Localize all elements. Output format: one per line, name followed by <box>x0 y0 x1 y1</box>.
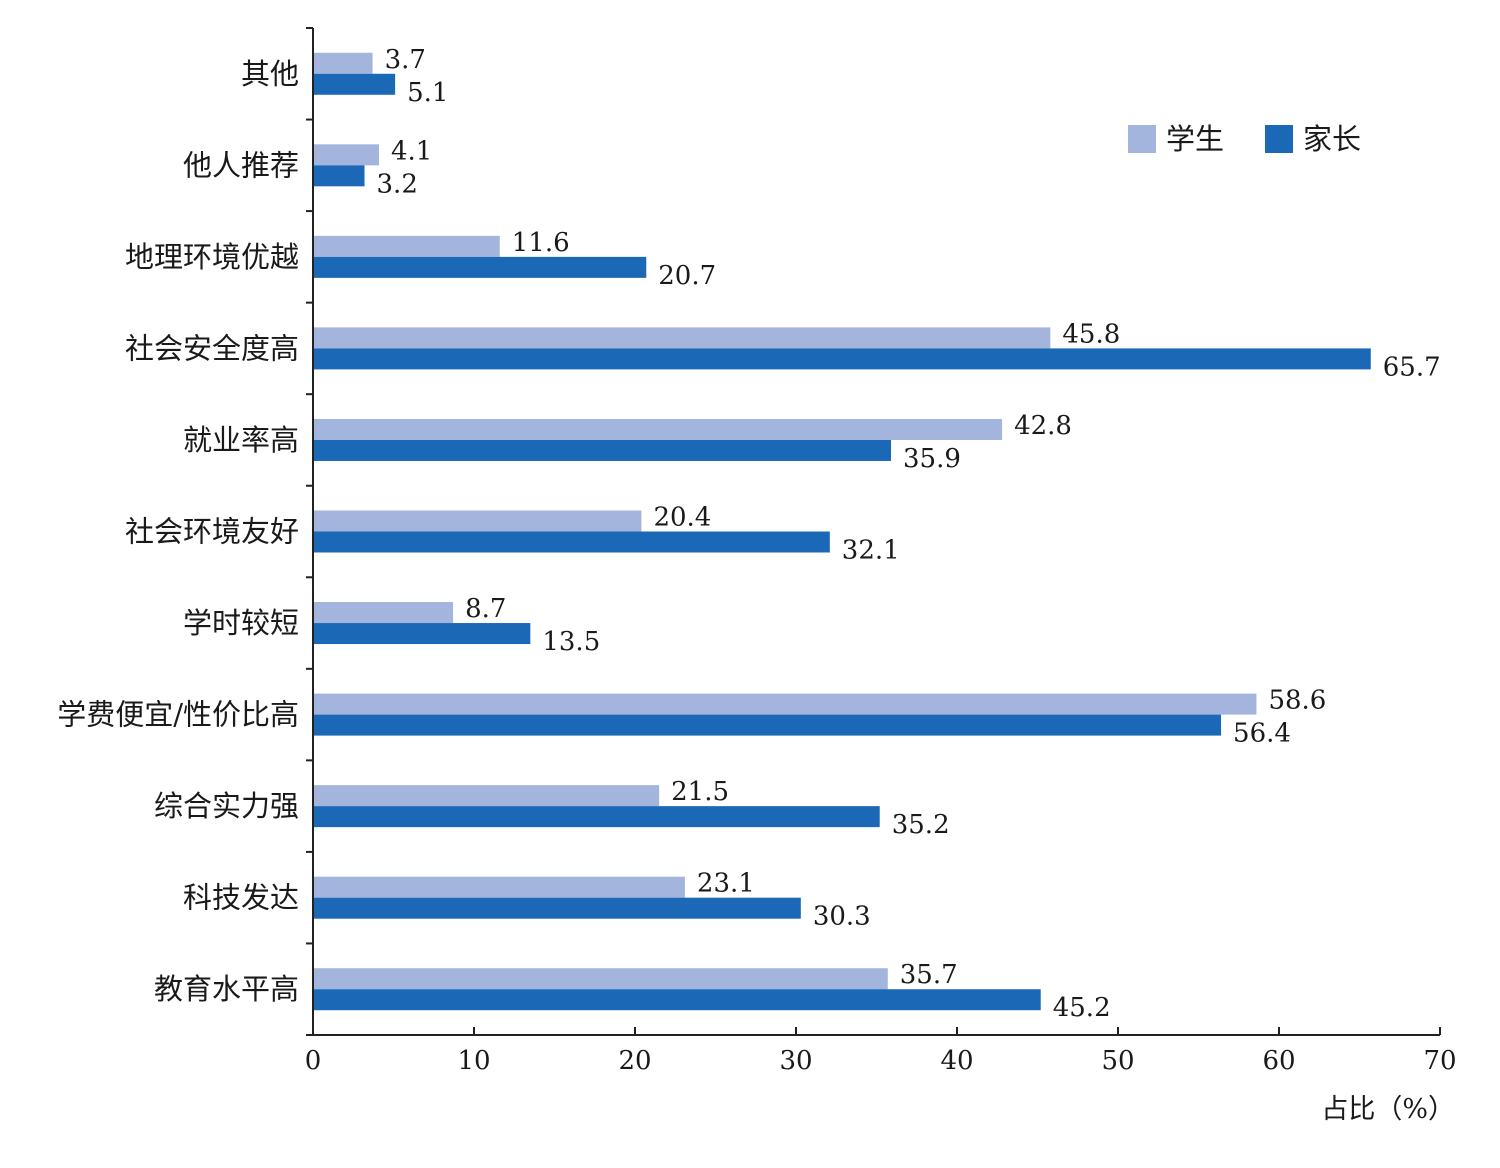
x-tick-label: 40 <box>940 1046 973 1076</box>
value-label-parent: 30.3 <box>813 902 871 932</box>
x-axis-title: 占比（%） <box>1321 1094 1455 1125</box>
value-label-parent: 5.1 <box>407 78 448 108</box>
value-label-student: 8.7 <box>465 594 506 624</box>
category-label: 科技发达 <box>183 881 299 915</box>
legend-swatch <box>1128 125 1156 153</box>
legend: 学生 家长 <box>1128 122 1361 156</box>
bar-student <box>313 235 500 257</box>
legend-label: 学生 <box>1166 122 1224 156</box>
value-label-student: 3.7 <box>385 45 426 75</box>
category-label: 其他 <box>241 57 299 91</box>
category-label: 他人推荐 <box>183 148 299 182</box>
value-label-student: 20.4 <box>653 503 711 533</box>
category-label: 综合实力强 <box>154 789 299 823</box>
legend-item-student: 学生 <box>1128 122 1224 156</box>
value-label-student: 4.1 <box>391 136 432 166</box>
bar-student <box>313 510 642 532</box>
value-label-student: 11.6 <box>512 228 570 258</box>
bar-student <box>313 602 454 624</box>
x-tick-label: 60 <box>1262 1046 1295 1076</box>
bar-parent <box>313 623 531 645</box>
x-tick-label: 50 <box>1101 1046 1134 1076</box>
legend-label: 家长 <box>1303 122 1361 156</box>
category-label: 社会安全度高 <box>125 331 299 365</box>
x-tick-label: 30 <box>779 1046 812 1076</box>
bar-student <box>313 52 373 74</box>
bar-parent <box>313 989 1041 1011</box>
value-label-parent: 45.2 <box>1053 993 1111 1023</box>
legend-swatch <box>1265 125 1293 153</box>
category-label: 教育水平高 <box>154 972 299 1006</box>
value-label-parent: 56.4 <box>1233 719 1291 749</box>
value-label-student: 58.6 <box>1268 686 1326 716</box>
value-label-parent: 32.1 <box>842 536 900 566</box>
value-label-parent: 35.2 <box>892 810 950 840</box>
labels-layer: 其他他人推荐地理环境优越社会安全度高就业率高社会环境友好学时较短学费便宜/性价比… <box>57 45 1456 1125</box>
bar-parent <box>313 165 365 187</box>
bar-student <box>313 327 1051 349</box>
x-tick-label: 70 <box>1423 1046 1456 1076</box>
value-label-student: 42.8 <box>1014 411 1072 441</box>
category-label: 社会环境友好 <box>125 515 299 549</box>
value-label-parent: 3.2 <box>377 169 418 199</box>
bar-student <box>313 968 888 990</box>
value-label-parent: 20.7 <box>658 261 716 291</box>
bar-parent <box>313 256 647 278</box>
bar-parent <box>313 897 801 919</box>
bar-parent <box>313 439 891 461</box>
category-label: 地理环境优越 <box>125 240 299 274</box>
value-label-student: 21.5 <box>671 777 729 807</box>
bar-student <box>313 785 660 807</box>
bar-student <box>313 144 380 166</box>
category-label: 学费便宜/性价比高 <box>57 698 299 732</box>
category-label: 就业率高 <box>183 423 299 457</box>
bar-parent <box>313 73 396 95</box>
bar-parent <box>313 348 1371 370</box>
value-label-parent: 35.9 <box>903 444 961 474</box>
value-label-student: 45.8 <box>1062 319 1120 349</box>
bar-student <box>313 693 1257 715</box>
bar-parent <box>313 531 830 553</box>
bar-parent <box>313 714 1222 736</box>
category-label: 学时较短 <box>183 606 299 640</box>
x-tick-label: 10 <box>457 1046 490 1076</box>
x-tick-label: 20 <box>618 1046 651 1076</box>
axes-layer <box>306 27 1441 1036</box>
bar-parent <box>313 806 880 828</box>
bars-layer <box>313 52 1371 1011</box>
bar-student <box>313 418 1003 440</box>
legend-item-parent: 家长 <box>1265 122 1361 156</box>
value-label-student: 35.7 <box>900 960 958 990</box>
bar-student <box>313 876 685 898</box>
value-label-student: 23.1 <box>697 869 755 899</box>
value-label-parent: 65.7 <box>1383 352 1441 382</box>
value-label-parent: 13.5 <box>542 627 600 657</box>
x-tick-label: 0 <box>305 1046 322 1076</box>
